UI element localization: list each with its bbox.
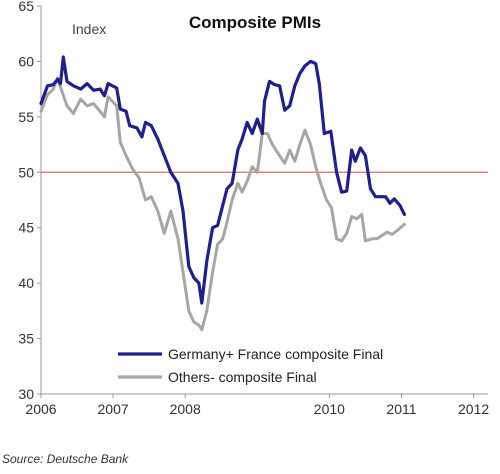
legend-label-others: Others- composite Final (168, 369, 317, 385)
x-tick-label: 2012 (458, 401, 489, 417)
series-line-germany-france (39, 55, 406, 305)
x-tick-label: 2011 (386, 401, 416, 417)
y-tick-label: 30 (18, 386, 34, 402)
legend-label-germany-france: Germany+ France composite Final (168, 346, 383, 362)
y-tick-label: 40 (18, 275, 34, 291)
x-tick-label: 2006 (25, 401, 56, 417)
series-layer (39, 55, 406, 332)
y-tick-label: 35 (18, 331, 34, 347)
chart-title: Composite PMIs (189, 13, 321, 32)
y-tick-label: 45 (18, 220, 34, 236)
x-tick-label: 2008 (170, 401, 201, 417)
legend: Germany+ France composite Final Others- c… (118, 346, 383, 385)
x-tick-label: 2010 (314, 401, 345, 417)
unit-label: Index (72, 21, 106, 37)
y-tick-label: 55 (18, 109, 34, 125)
axes: 30 35 40 45 50 55 60 65 2006 2007 2008 2010 2011 2012 (18, 0, 489, 417)
y-tick-label: 60 (18, 53, 34, 69)
series-line-others (39, 76, 406, 332)
source-note: Source: Deutsche Bank (2, 452, 129, 466)
x-tick-label: 2007 (98, 401, 129, 417)
y-tick-label: 50 (18, 164, 34, 180)
y-tick-label: 65 (18, 0, 34, 14)
